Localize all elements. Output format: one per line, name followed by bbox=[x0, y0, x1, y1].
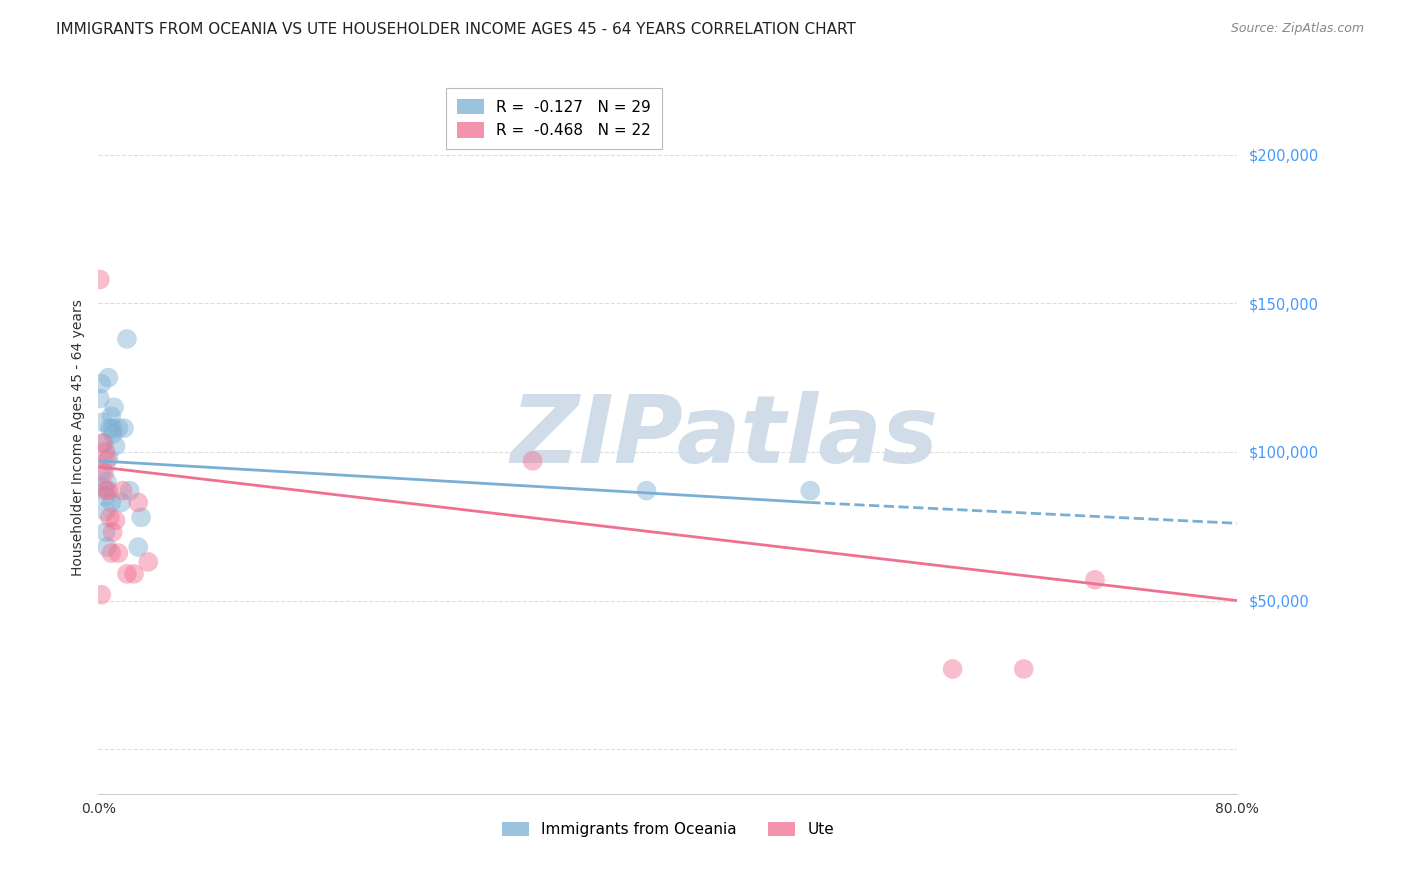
Point bbox=[94, 504, 117, 518]
Point bbox=[115, 332, 138, 346]
Point bbox=[96, 475, 118, 489]
Point bbox=[107, 421, 129, 435]
Point bbox=[1012, 662, 1035, 676]
Point bbox=[112, 421, 135, 435]
Point bbox=[91, 463, 114, 477]
Point bbox=[101, 525, 124, 540]
Text: ZIPatlas: ZIPatlas bbox=[510, 391, 939, 483]
Point bbox=[94, 490, 117, 504]
Point bbox=[97, 450, 120, 465]
Point bbox=[110, 495, 132, 509]
Point bbox=[101, 427, 124, 442]
Point bbox=[91, 415, 114, 429]
Point bbox=[90, 588, 112, 602]
Point bbox=[1084, 573, 1107, 587]
Point bbox=[97, 370, 120, 384]
Point bbox=[100, 546, 122, 560]
Point bbox=[107, 546, 129, 560]
Point bbox=[111, 483, 134, 498]
Point bbox=[89, 392, 111, 406]
Point bbox=[96, 540, 118, 554]
Point bbox=[100, 409, 122, 424]
Point bbox=[115, 566, 138, 581]
Point bbox=[98, 421, 121, 435]
Point bbox=[94, 525, 117, 540]
Point bbox=[104, 439, 127, 453]
Point bbox=[98, 510, 121, 524]
Point bbox=[101, 421, 124, 435]
Text: Source: ZipAtlas.com: Source: ZipAtlas.com bbox=[1230, 22, 1364, 36]
Point bbox=[118, 483, 141, 498]
Point bbox=[93, 481, 115, 495]
Point bbox=[799, 483, 821, 498]
Point bbox=[136, 555, 159, 569]
Point bbox=[122, 566, 145, 581]
Text: IMMIGRANTS FROM OCEANIA VS UTE HOUSEHOLDER INCOME AGES 45 - 64 YEARS CORRELATION: IMMIGRANTS FROM OCEANIA VS UTE HOUSEHOLD… bbox=[56, 22, 856, 37]
Point bbox=[127, 495, 149, 509]
Point bbox=[93, 466, 115, 480]
Point bbox=[127, 540, 149, 554]
Point bbox=[93, 436, 115, 450]
Point bbox=[89, 272, 111, 286]
Point bbox=[91, 436, 114, 450]
Point bbox=[104, 513, 127, 527]
Point bbox=[100, 495, 122, 509]
Legend: Immigrants from Oceania, Ute: Immigrants from Oceania, Ute bbox=[495, 815, 841, 843]
Point bbox=[636, 483, 658, 498]
Point bbox=[96, 454, 118, 468]
Point bbox=[94, 483, 117, 498]
Point bbox=[522, 454, 544, 468]
Point bbox=[942, 662, 965, 676]
Point bbox=[94, 445, 117, 459]
Point bbox=[103, 401, 125, 415]
Y-axis label: Householder Income Ages 45 - 64 years: Householder Income Ages 45 - 64 years bbox=[70, 299, 84, 575]
Point bbox=[90, 376, 112, 391]
Point bbox=[129, 510, 152, 524]
Point bbox=[97, 483, 120, 498]
